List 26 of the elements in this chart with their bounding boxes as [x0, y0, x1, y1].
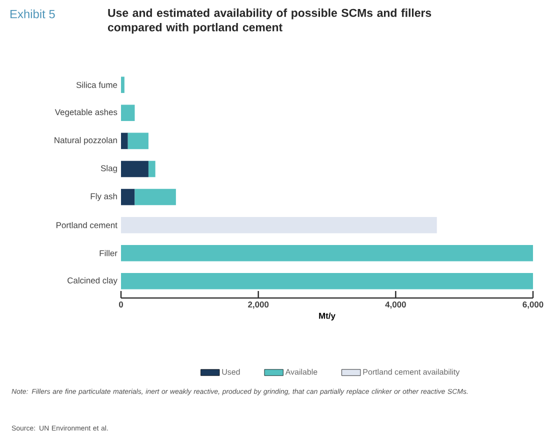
- bar: [121, 244, 534, 262]
- y-tick-label: Silica fume: [76, 82, 118, 88]
- bar: [121, 104, 135, 122]
- x-tick-label: 2,000: [248, 302, 269, 309]
- y-tick-label: Slag: [100, 165, 117, 173]
- x-tick-label: 0: [118, 302, 124, 308]
- bar: [121, 160, 148, 178]
- bar: [121, 273, 534, 290]
- bar: [148, 160, 156, 178]
- x-axis-title: Mt/y: [319, 312, 336, 320]
- y-tick-label: Filler: [100, 250, 118, 256]
- y-tick-label: Vegetable ashes: [54, 108, 118, 117]
- bar: [121, 188, 135, 206]
- chart-title: Use and estimated availability of possible SCMs and fillers compared with portland cement: [108, 8, 432, 34]
- y-tick-label: Natural pozzolan: [54, 136, 117, 145]
- y-tick-label: Calcined clay: [68, 277, 118, 286]
- bar: [121, 216, 437, 234]
- x-tick-label: 4,000: [385, 302, 406, 309]
- chart-subtitle: Exhibit 5: [10, 10, 55, 18]
- bar: [134, 188, 176, 206]
- bar: [121, 76, 124, 93]
- x-tick-label: 6,000: [522, 302, 544, 309]
- bar: [121, 132, 128, 150]
- y-tick-label: Portland cement: [56, 222, 118, 228]
- bar: [128, 132, 148, 150]
- y-tick-label: Fly ash: [90, 193, 117, 201]
